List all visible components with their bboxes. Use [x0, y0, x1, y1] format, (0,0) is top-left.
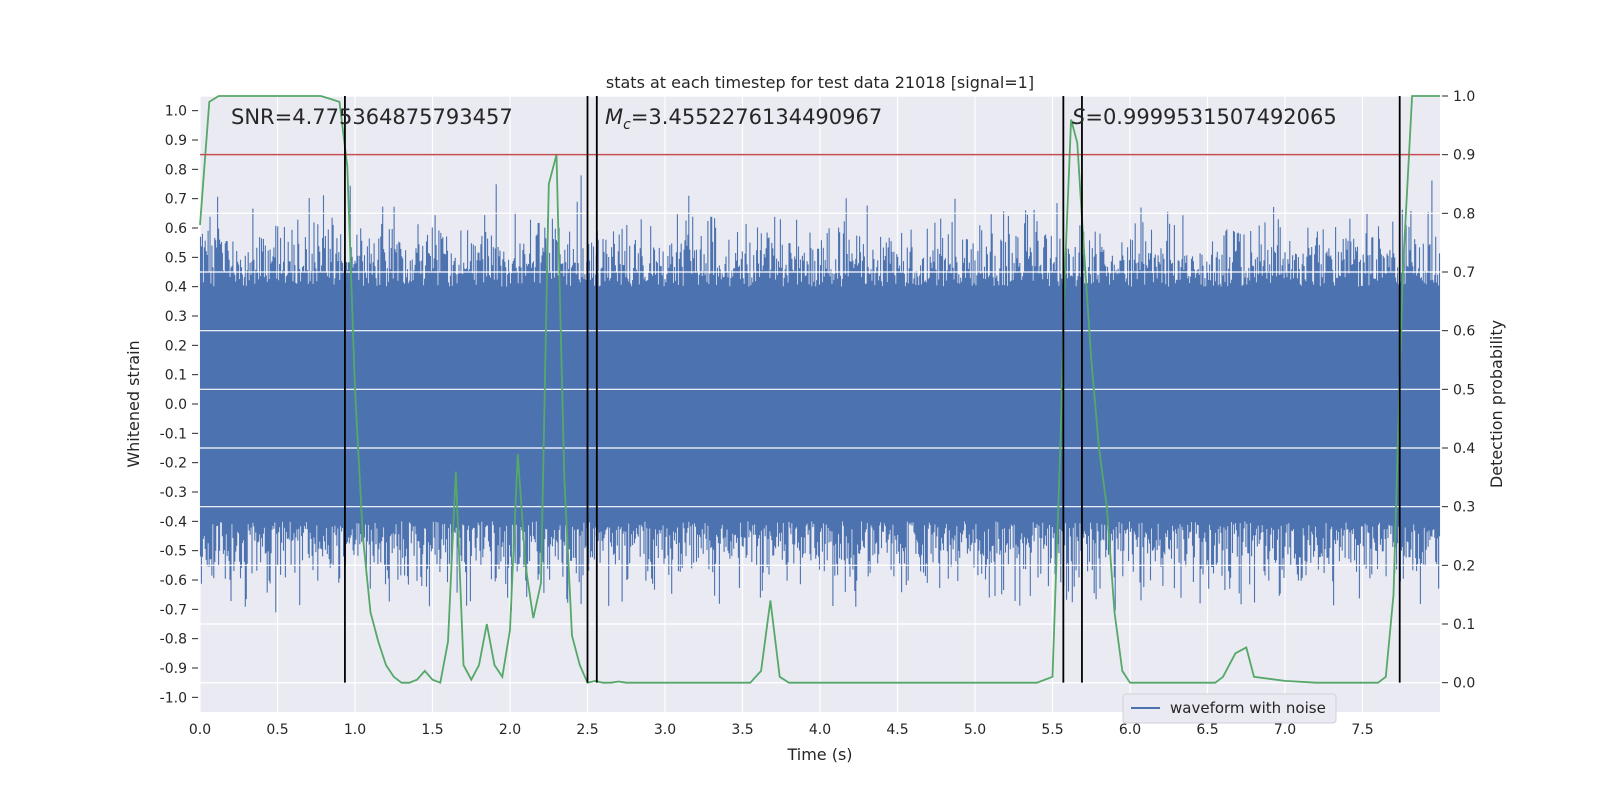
y-ticks-left: 1.0 0.9 0.8 0.7 0.6 0.5 0.4 0.3 0.2 0.1 0.0 -0.1 -0.… [160, 104, 198, 706]
y-tick-label-right-8: 0.2 [1453, 558, 1475, 574]
x-tick-label-2: 1.0 [344, 722, 366, 738]
chirp-mass-annotation: Mc=3.4552276134490967 [605, 105, 882, 133]
x-tick-label-15: 7.5 [1351, 722, 1373, 738]
y-tick-label-left-13: -0.3 [160, 485, 187, 501]
x-tick-label-3: 1.5 [421, 722, 443, 738]
y-tick-label-left-17: -0.7 [160, 602, 187, 618]
x-tick-label-10: 5.0 [964, 722, 986, 738]
detection-stat-symbol: S [1072, 105, 1085, 129]
y-tick-label-right-4: 0.6 [1453, 324, 1475, 340]
y-tick-label-left-10: 0.0 [165, 397, 187, 413]
y-tick-label-left-20: -1.0 [160, 690, 187, 706]
y-tick-label-left-19: -0.9 [160, 661, 187, 677]
detection-stat-value: =0.9999531507492065 [1085, 105, 1336, 129]
y-axis-label-right: Detection probability [1487, 320, 1506, 488]
snr-annotation: SNR=4.775364875793457 [231, 105, 513, 129]
y-tick-label-left-9: 0.1 [165, 368, 187, 384]
y-tick-label-left-0: 1.0 [165, 104, 187, 120]
y-tick-label-right-0: 1.0 [1453, 89, 1475, 105]
y-tick-label-left-16: -0.6 [160, 573, 187, 589]
chirp-mass-symbol: M [605, 105, 623, 129]
waveform-line [199, 175, 1441, 613]
y-tick-label-left-4: 0.6 [165, 221, 187, 237]
y-tick-label-right-2: 0.8 [1453, 206, 1475, 222]
y-tick-label-left-15: -0.5 [160, 544, 187, 560]
legend-label-waveform: waveform with noise [1170, 699, 1326, 717]
y-tick-label-right-7: 0.3 [1453, 500, 1475, 516]
detection-stat-annotation: S=0.9999531507492065 [1072, 105, 1337, 129]
x-tick-label-6: 3.0 [654, 722, 676, 738]
y-axis-label-left: Whitened strain [124, 340, 143, 467]
chirp-mass-value: =3.4552276134490967 [631, 105, 882, 129]
x-ticks: 0.0 0.5 1.0 1.5 2.0 2.5 3.0 3.5 4.0 4.5 5.0 5.5 6.0 6… [189, 722, 1374, 738]
x-tick-label-8: 4.0 [809, 722, 831, 738]
y-tick-label-right-1: 0.9 [1453, 148, 1475, 164]
y-tick-label-left-3: 0.7 [165, 192, 187, 208]
y-tick-label-left-2: 0.8 [165, 162, 187, 178]
x-tick-label-7: 3.5 [731, 722, 753, 738]
probability-series [199, 95, 1440, 684]
y-tick-label-right-9: 0.1 [1453, 617, 1475, 633]
y-tick-label-left-6: 0.4 [165, 280, 187, 296]
legend: waveform with noise [1122, 693, 1337, 724]
y-tick-label-left-7: 0.3 [165, 309, 187, 325]
vertical-markers [344, 96, 1401, 683]
y-tick-label-left-14: -0.4 [160, 514, 187, 530]
y-tick-label-left-18: -0.8 [160, 632, 187, 648]
x-tick-label-0: 0.0 [189, 722, 211, 738]
x-tick-label-4: 2.0 [499, 722, 521, 738]
y-tick-label-right-6: 0.4 [1453, 441, 1475, 457]
y-tick-label-left-5: 0.5 [165, 250, 187, 266]
y-tick-label-left-1: 0.9 [165, 133, 187, 149]
legend-box [1122, 693, 1337, 724]
y-tick-label-left-8: 0.2 [165, 338, 187, 354]
y-tick-label-left-11: -0.1 [160, 426, 187, 442]
x-tick-label-11: 5.5 [1041, 722, 1063, 738]
x-tick-label-12: 6.0 [1119, 722, 1141, 738]
x-tick-label-14: 7.0 [1274, 722, 1296, 738]
y-ticks-right: 1.0 0.9 0.8 0.7 0.6 0.5 0.4 0.3 0.2 0.1 0.0 [1442, 89, 1475, 692]
x-tick-label-5: 2.5 [576, 722, 598, 738]
x-tick-label-13: 6.5 [1196, 722, 1218, 738]
y-tick-label-right-10: 0.0 [1453, 676, 1475, 692]
detection-probability-line [199, 95, 1440, 684]
y-tick-label-right-3: 0.7 [1453, 265, 1475, 281]
x-tick-label-1: 0.5 [266, 722, 288, 738]
x-axis-label: Time (s) [786, 745, 852, 764]
y-tick-label-right-5: 0.5 [1453, 382, 1475, 398]
x-tick-label-9: 4.5 [886, 722, 908, 738]
y-tick-label-left-12: -0.2 [160, 456, 187, 472]
chirp-mass-subscript: c [623, 117, 631, 133]
waveform-series [199, 95, 1441, 684]
chart-title: stats at each timestep for test data 210… [606, 73, 1034, 92]
